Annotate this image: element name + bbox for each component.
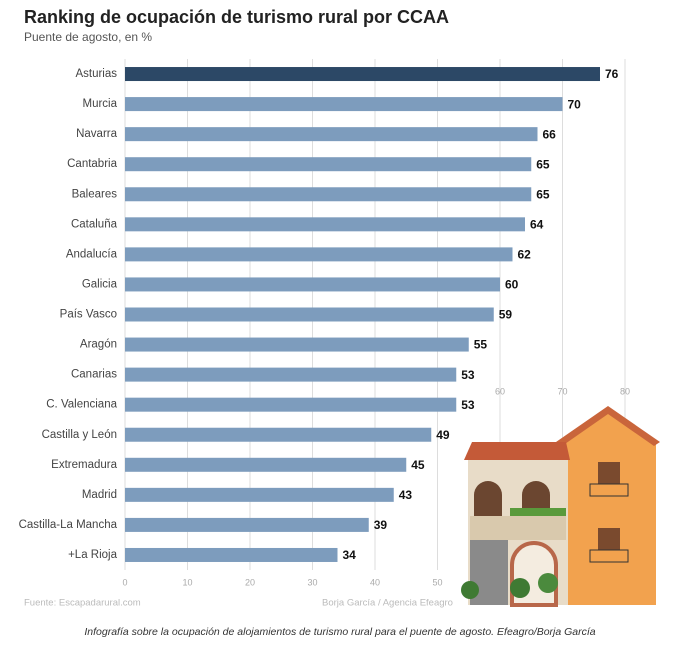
x-tick-label: 40 [370,577,380,587]
category-label: Cataluña [71,218,118,230]
category-label: Madrid [82,489,117,501]
bar [125,187,532,202]
x-tick-label: 30 [307,577,317,587]
bar [125,97,563,112]
bar [125,157,532,172]
bar [125,487,394,502]
category-label: Aragón [80,339,117,351]
value-label: 59 [499,308,513,322]
category-label: Extremadura [51,459,117,471]
bar [125,337,469,352]
bar [125,247,513,262]
value-label: 53 [461,368,475,382]
x-tick-label: 70 [557,386,567,396]
category-label: Navarra [76,128,118,140]
value-label: 49 [436,428,450,442]
category-label: Baleares [72,188,118,200]
x-tick-label: 20 [245,577,255,587]
value-label: 65 [536,157,550,171]
bar [125,427,432,442]
bar [125,367,457,382]
category-label: Galicia [82,278,118,290]
category-label: +La Rioja [68,549,118,561]
value-label: 65 [536,187,550,201]
value-label: 60 [505,278,519,292]
x-tick-label: 10 [182,577,192,587]
caption: Infografía sobre la ocupación de alojami… [84,626,595,638]
plot: 0 10 20 30 40 50 60 70 80 Asturias 76 Murcia 70 Navar… [19,59,630,587]
house-illustration [461,406,660,607]
source: Fuente: Escapadarural.com [24,598,141,609]
value-label: 45 [411,458,425,472]
value-label: 66 [543,127,557,141]
bar [125,517,369,532]
bar [125,217,525,232]
category-label: Canarias [71,369,117,381]
category-label: Castilla y León [42,429,117,441]
value-label: 55 [474,338,488,352]
x-tick-label: 50 [432,577,442,587]
category-label: Murcia [82,98,117,110]
x-tick-label: 80 [620,386,630,396]
x-tick-label: 60 [495,386,505,396]
x-tick-label: 0 [122,577,127,587]
category-label: Cantabria [67,158,117,170]
bar [125,67,600,82]
value-label: 70 [568,97,582,111]
bar [125,547,338,562]
value-label: 53 [461,398,475,412]
bar [125,457,407,472]
category-label: C. Valenciana [46,399,117,411]
value-label: 62 [518,248,532,262]
bar [125,307,494,322]
value-label: 34 [343,548,357,562]
bar [125,277,500,292]
value-label: 64 [530,217,544,231]
value-label: 39 [374,518,388,532]
credit: Borja García / Agencia Efeagro [322,598,453,609]
value-label: 76 [605,67,619,81]
chart-title: Ranking de ocupación de turismo rural po… [24,7,449,27]
category-label: Castilla-La Mancha [19,519,118,531]
value-label: 43 [399,488,413,502]
bar [125,397,457,412]
category-label: Andalucía [66,248,118,260]
category-label: Asturias [75,68,117,80]
chart-subtitle: Puente de agosto, en % [24,30,152,44]
category-label: País Vasco [60,309,117,321]
bar [125,127,538,142]
